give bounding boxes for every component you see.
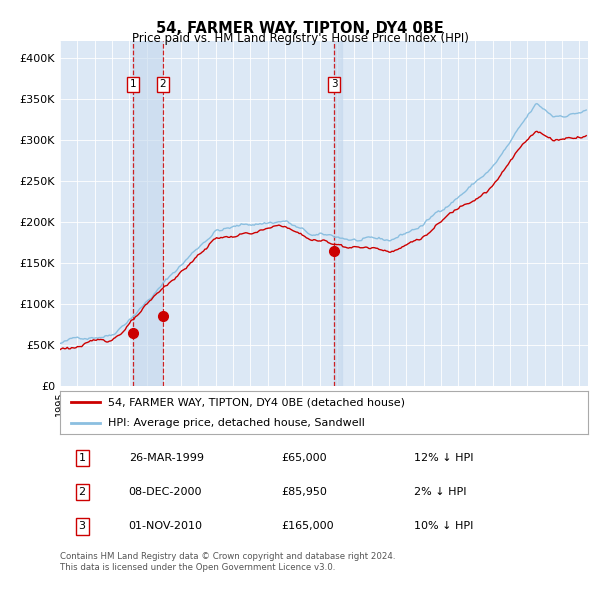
Text: £65,000: £65,000 — [282, 453, 328, 463]
Text: 26-MAR-1999: 26-MAR-1999 — [128, 453, 203, 463]
Text: 1: 1 — [79, 453, 86, 463]
Text: 54, FARMER WAY, TIPTON, DY4 0BE: 54, FARMER WAY, TIPTON, DY4 0BE — [156, 21, 444, 35]
Text: HPI: Average price, detached house, Sandwell: HPI: Average price, detached house, Sand… — [107, 418, 364, 428]
Bar — [334, 41, 342, 386]
Text: 12% ↓ HPI: 12% ↓ HPI — [414, 453, 473, 463]
Text: 01-NOV-2010: 01-NOV-2010 — [128, 522, 203, 532]
Text: 10% ↓ HPI: 10% ↓ HPI — [414, 522, 473, 532]
Text: 3: 3 — [331, 80, 337, 90]
Text: Contains HM Land Registry data © Crown copyright and database right 2024.: Contains HM Land Registry data © Crown c… — [60, 552, 395, 560]
Text: 54, FARMER WAY, TIPTON, DY4 0BE (detached house): 54, FARMER WAY, TIPTON, DY4 0BE (detache… — [107, 397, 404, 407]
Text: Price paid vs. HM Land Registry's House Price Index (HPI): Price paid vs. HM Land Registry's House … — [131, 32, 469, 45]
Bar — [133, 41, 163, 386]
Text: 2% ↓ HPI: 2% ↓ HPI — [414, 487, 466, 497]
Text: 08-DEC-2000: 08-DEC-2000 — [128, 487, 202, 497]
Text: 1: 1 — [130, 80, 137, 90]
Text: £85,950: £85,950 — [282, 487, 328, 497]
Text: 3: 3 — [79, 522, 86, 532]
Text: This data is licensed under the Open Government Licence v3.0.: This data is licensed under the Open Gov… — [60, 563, 335, 572]
Text: 2: 2 — [160, 80, 166, 90]
Text: 2: 2 — [79, 487, 86, 497]
Text: £165,000: £165,000 — [282, 522, 334, 532]
